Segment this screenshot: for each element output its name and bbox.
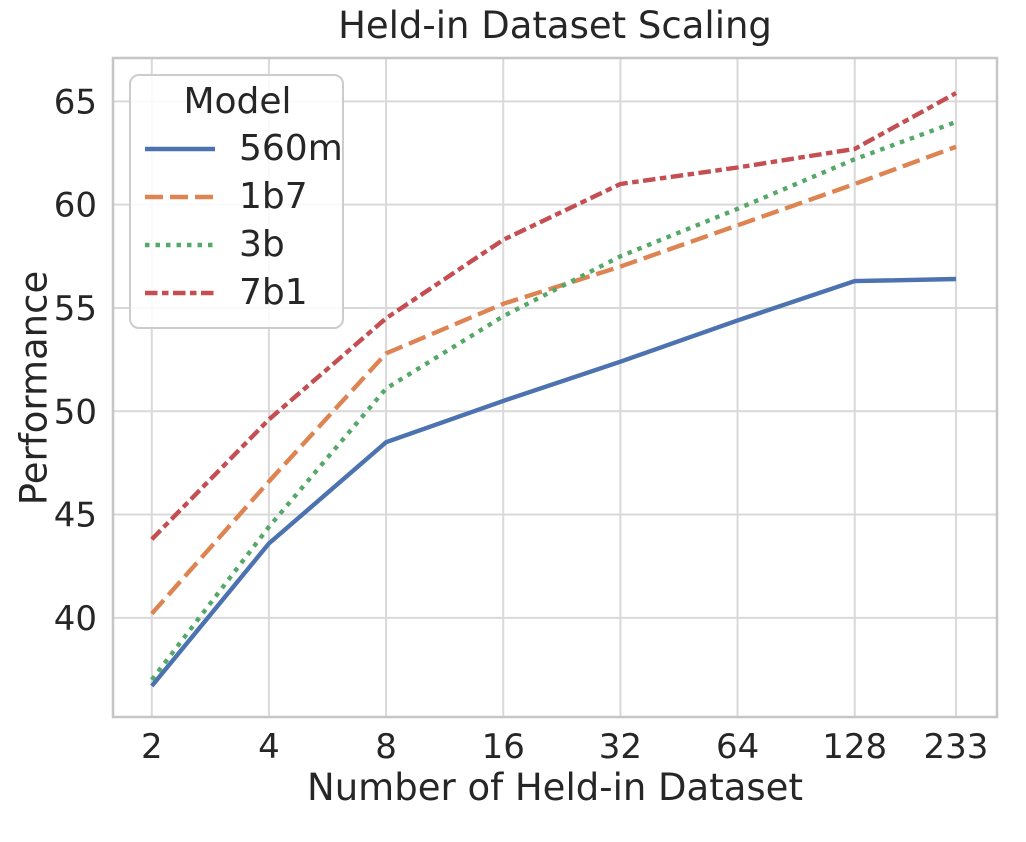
- legend-item-label: 7b1: [239, 272, 308, 313]
- legend-item-1b7: 1b7: [143, 173, 332, 221]
- x-tick-label: 32: [599, 727, 642, 767]
- legend-item-560m: 560m: [143, 125, 343, 173]
- legend-item-3b: 3b: [143, 221, 332, 269]
- x-tick-label: 64: [716, 727, 759, 767]
- y-axis-label: Performance: [12, 270, 56, 506]
- y-tick-labels: 40 45 50 55 60 65: [54, 82, 97, 638]
- legend-line-sample-dotted: [145, 242, 215, 248]
- series-line-3b: [150, 119, 957, 682]
- plot-frame: [111, 56, 999, 719]
- x-tick-label: 233: [924, 727, 989, 767]
- x-tick-label: 16: [482, 727, 525, 767]
- y-tick-label: 40: [54, 599, 97, 639]
- y-tick-label: 60: [54, 186, 97, 226]
- legend-items: 560m 1b7 3b 7b1: [143, 125, 343, 317]
- legend-item-label: 1b7: [239, 176, 308, 217]
- series-lines: [150, 91, 958, 688]
- x-tick-label: 2: [141, 727, 163, 767]
- y-tick-label: 45: [54, 496, 97, 536]
- x-tick-labels: 2 4 8 16 32 64 128 233: [141, 727, 988, 767]
- legend-title: Model: [183, 81, 292, 122]
- legend: Model 560m 1b7 3b 7b1: [129, 74, 344, 329]
- legend-line-sample-dashed: [145, 194, 215, 200]
- y-tick-label: 50: [54, 392, 97, 432]
- legend-line-sample-dashdot: [145, 290, 215, 296]
- legend-line-sample-solid: [145, 146, 215, 152]
- chart-title: Held-in Dataset Scaling: [338, 4, 772, 47]
- x-tick-label: 128: [822, 727, 887, 767]
- x-tick-label: 8: [375, 727, 397, 767]
- x-axis-label: Number of Held-in Dataset: [307, 766, 803, 809]
- y-tick-label: 55: [54, 289, 97, 329]
- legend-item-7b1: 7b1: [143, 269, 332, 317]
- y-tick-label: 65: [54, 82, 97, 122]
- legend-item-label: 3b: [239, 224, 285, 265]
- series-line-560m: [150, 276, 957, 688]
- legend-item-label: 560m: [239, 128, 343, 169]
- x-tick-label: 4: [258, 727, 280, 767]
